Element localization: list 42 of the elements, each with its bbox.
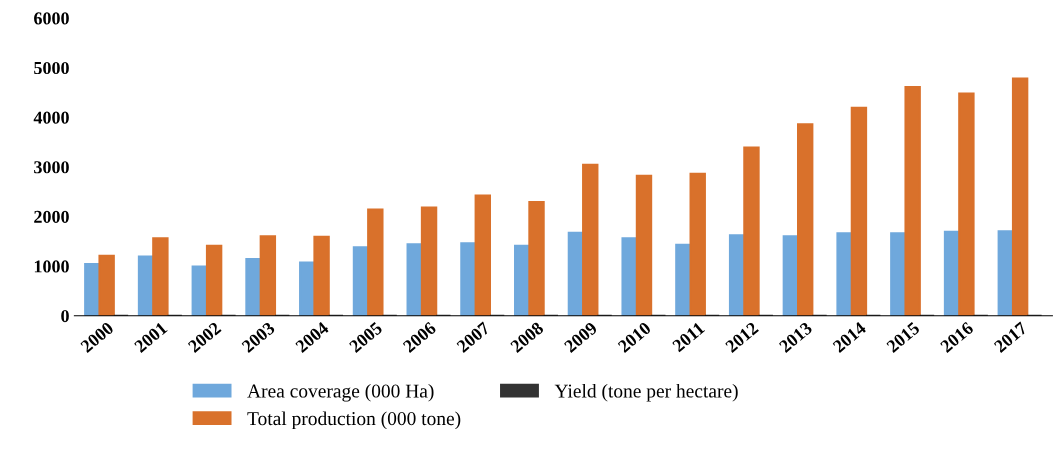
x-tick-label: 2011 [671,321,706,353]
x-tick-label: 2013 [778,321,813,354]
bar [836,232,853,316]
bar [367,208,384,316]
bar [259,235,277,316]
x-tick-label: 2009 [563,321,598,354]
legend-label: Total production (000 tone) [247,411,461,430]
x-tick-label: 2000 [79,321,115,354]
y-tick-label: 0 [61,309,69,323]
y-tick-label: 4000 [33,111,69,124]
x-tick-label: 2012 [724,321,760,354]
bar [152,237,169,316]
x-tick-label: 2002 [187,321,222,354]
bar [958,92,975,316]
bar [850,106,868,316]
x-tick-label: 2010 [617,321,652,354]
bar [1011,77,1029,316]
bar [689,172,706,316]
x-tick-label: 2001 [133,321,168,354]
bar [313,235,330,316]
bar [621,237,638,316]
bar [245,258,262,316]
bar [205,244,223,316]
bar [675,243,692,316]
bar [460,242,477,316]
y-tick-label: 1000 [34,260,69,273]
y-tick-label: 6000 [34,12,69,25]
legend-label: Area coverage (000 Ha) [247,383,434,402]
bar [635,174,653,316]
y-tick-label: 5000 [34,61,69,75]
bar [743,146,760,316]
bar [582,163,599,316]
bar [796,123,814,316]
y-tick-label: 2000 [34,210,69,223]
bar [904,85,921,316]
y-tick-label: 3000 [34,161,69,174]
bar [420,206,438,316]
x-tick-label: 2003 [241,321,276,354]
bar [528,201,545,316]
bar [474,194,491,316]
bar [98,254,115,316]
legend-label: Yield (tone per hectare) [554,383,738,402]
